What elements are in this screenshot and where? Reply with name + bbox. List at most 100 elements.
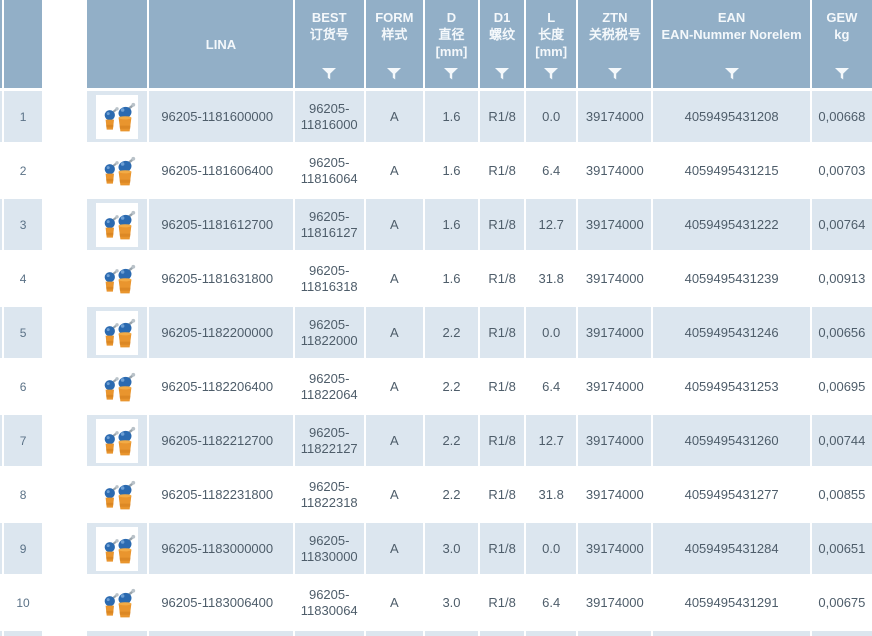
filter-icon[interactable] bbox=[495, 68, 510, 80]
form-cell: A bbox=[365, 145, 423, 196]
form-cell: A bbox=[365, 577, 423, 628]
table-row[interactable]: 1 bbox=[0, 91, 872, 142]
edge-cell bbox=[0, 253, 2, 304]
ztn-cell: 39174000 bbox=[578, 91, 652, 142]
column-header-form[interactable]: FORM 样式 bbox=[365, 0, 423, 88]
edge-cell bbox=[0, 199, 2, 250]
table-row[interactable]: 2 bbox=[0, 145, 872, 196]
product-image[interactable] bbox=[96, 94, 139, 139]
weight-cell bbox=[811, 631, 872, 636]
column-header-ean[interactable]: EAN EAN-Nummer Norelem bbox=[653, 0, 810, 88]
ean-cell: 4059495431277 bbox=[653, 469, 810, 520]
column-header-gew[interactable]: GEW kg bbox=[811, 0, 872, 88]
form-cell: A bbox=[365, 253, 423, 304]
filter-icon[interactable] bbox=[544, 68, 559, 80]
product-image[interactable] bbox=[96, 148, 139, 193]
grease-fitting-illustration bbox=[104, 480, 136, 509]
grease-fitting-small bbox=[104, 268, 119, 292]
best-order-number-cell: 96205-11816127 bbox=[294, 199, 364, 250]
thread-cell: R1/8 bbox=[480, 523, 525, 574]
grease-fitting-illustration bbox=[104, 156, 136, 185]
grease-fitting-illustration bbox=[104, 588, 136, 617]
column-header-best[interactable]: BEST 订货号 bbox=[294, 0, 364, 88]
ztn-cell: 39174000 bbox=[578, 253, 652, 304]
edge-cell bbox=[0, 307, 2, 358]
ztn-cell: 39174000 bbox=[578, 523, 652, 574]
table-body: 1 bbox=[0, 91, 872, 636]
lina-cell: 96205-1182212700 bbox=[149, 415, 293, 466]
thread-cell bbox=[480, 631, 525, 636]
column-label: BEST bbox=[311, 10, 347, 25]
length-cell: 31.8 bbox=[526, 253, 577, 304]
lina-cell: 96205-1182206400 bbox=[149, 361, 293, 412]
row-number-cell: 2 bbox=[4, 145, 43, 196]
column-header-image bbox=[87, 0, 148, 88]
edge-cell bbox=[0, 361, 2, 412]
table-row[interactable]: 4 bbox=[0, 253, 872, 304]
table-row[interactable]: 7 bbox=[0, 415, 872, 466]
table-row[interactable]: 9 bbox=[0, 523, 872, 574]
column-label: GEW bbox=[826, 10, 858, 25]
product-image[interactable] bbox=[96, 580, 139, 625]
ztn-cell: 39174000 bbox=[578, 577, 652, 628]
column-label: D bbox=[446, 10, 457, 25]
product-image[interactable] bbox=[96, 472, 139, 517]
product-image[interactable] bbox=[96, 310, 139, 355]
lina-cell: 96205-1183000000 bbox=[149, 523, 293, 574]
ztn-cell: 39174000 bbox=[578, 307, 652, 358]
diameter-cell: 1.6 bbox=[424, 253, 479, 304]
filter-icon[interactable] bbox=[834, 68, 849, 80]
spacer-cell bbox=[44, 361, 86, 412]
spacer-cell bbox=[44, 469, 86, 520]
product-image[interactable] bbox=[96, 364, 139, 409]
row-number-cell: 8 bbox=[4, 469, 43, 520]
product-image[interactable] bbox=[96, 256, 139, 301]
grease-fitting-illustration bbox=[104, 318, 136, 347]
length-cell: 12.7 bbox=[526, 199, 577, 250]
filter-icon[interactable] bbox=[724, 68, 739, 80]
column-header-row-number bbox=[4, 0, 43, 88]
product-image-cell bbox=[87, 415, 148, 466]
product-image[interactable] bbox=[96, 526, 139, 571]
grease-fitting-large bbox=[118, 534, 136, 563]
edge-cell bbox=[0, 415, 2, 466]
grease-fitting-illustration bbox=[104, 210, 136, 239]
filter-icon[interactable] bbox=[444, 68, 459, 80]
spacer-cell bbox=[44, 631, 86, 636]
spacer-cell bbox=[44, 415, 86, 466]
product-image-cell bbox=[87, 145, 148, 196]
product-image[interactable] bbox=[96, 202, 139, 247]
column-header-d[interactable]: D 直径 [mm] bbox=[424, 0, 479, 88]
ean-cell: 4059495431260 bbox=[653, 415, 810, 466]
column-header-ztn[interactable]: ZTN 关税税号 bbox=[578, 0, 652, 88]
diameter-cell: 1.6 bbox=[424, 199, 479, 250]
ean-cell: 4059495431253 bbox=[653, 361, 810, 412]
column-header-l[interactable]: L 长度 [mm] bbox=[526, 0, 577, 88]
thread-cell: R1/8 bbox=[480, 253, 525, 304]
filter-icon[interactable] bbox=[607, 68, 622, 80]
table-row[interactable]: 6 bbox=[0, 361, 872, 412]
product-image-cell bbox=[87, 199, 148, 250]
table-row[interactable]: 10 bbox=[0, 577, 872, 628]
form-cell bbox=[365, 631, 423, 636]
thread-cell: R1/8 bbox=[480, 469, 525, 520]
filter-icon[interactable] bbox=[387, 68, 402, 80]
edge-cell bbox=[0, 577, 2, 628]
product-image[interactable] bbox=[96, 418, 139, 463]
thread-cell: R1/8 bbox=[480, 199, 525, 250]
table-row[interactable]: 8 bbox=[0, 469, 872, 520]
grease-fitting-illustration bbox=[104, 534, 136, 563]
form-cell: A bbox=[365, 307, 423, 358]
table-row[interactable]: 5 bbox=[0, 307, 872, 358]
column-header-lina[interactable]: LINA bbox=[149, 0, 293, 88]
weight-cell: 0,00695 bbox=[811, 361, 872, 412]
filter-icon[interactable] bbox=[322, 68, 337, 80]
form-cell: A bbox=[365, 199, 423, 250]
table-row[interactable] bbox=[0, 631, 872, 636]
grease-fitting-illustration bbox=[104, 102, 136, 131]
ean-cell: 4059495431284 bbox=[653, 523, 810, 574]
table-row[interactable]: 3 bbox=[0, 199, 872, 250]
best-order-number-cell bbox=[294, 631, 364, 636]
column-label: 样式 bbox=[381, 27, 408, 42]
column-header-d1[interactable]: D1 螺纹 bbox=[480, 0, 525, 88]
